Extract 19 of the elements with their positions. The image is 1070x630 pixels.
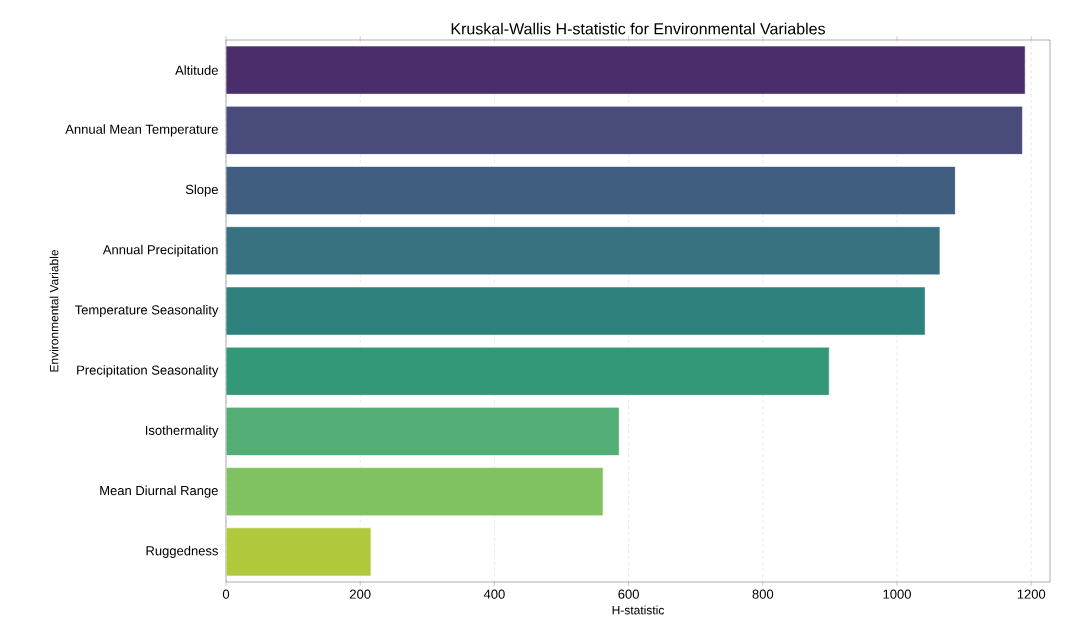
y-tick-label: Altitude <box>175 65 218 75</box>
x-tick-label: 600 <box>618 589 639 599</box>
y-tick-label: Temperature Seasonality <box>74 304 219 318</box>
y-tick-label: Precipitation Seasonality <box>77 365 219 378</box>
y-tick-label: Annual Mean Temperature <box>65 124 218 137</box>
x-axis-title: H-statistic <box>612 605 665 615</box>
y-axis-title: Environmental Variable <box>49 249 59 372</box>
x-tick-label: 800 <box>752 589 774 599</box>
chart-title: Kruskal-Wallis H-statistic for Environmental Variables <box>451 22 825 35</box>
x-tick-label: 1200 <box>1017 589 1046 599</box>
y-tick-label: Mean Diurnal Range <box>100 485 218 498</box>
y-tick-label: Annual Precipitation <box>102 244 218 257</box>
y-tick-label: Ruggedness <box>146 545 218 558</box>
x-tick-label: 400 <box>483 589 505 599</box>
x-tick-label: 1000 <box>883 589 911 599</box>
x-tick-label: 200 <box>350 589 371 599</box>
y-tick-label: Slope <box>185 184 218 197</box>
x-tick-label: 0 <box>222 589 230 599</box>
y-tick-label: Isothermality <box>145 425 219 438</box>
